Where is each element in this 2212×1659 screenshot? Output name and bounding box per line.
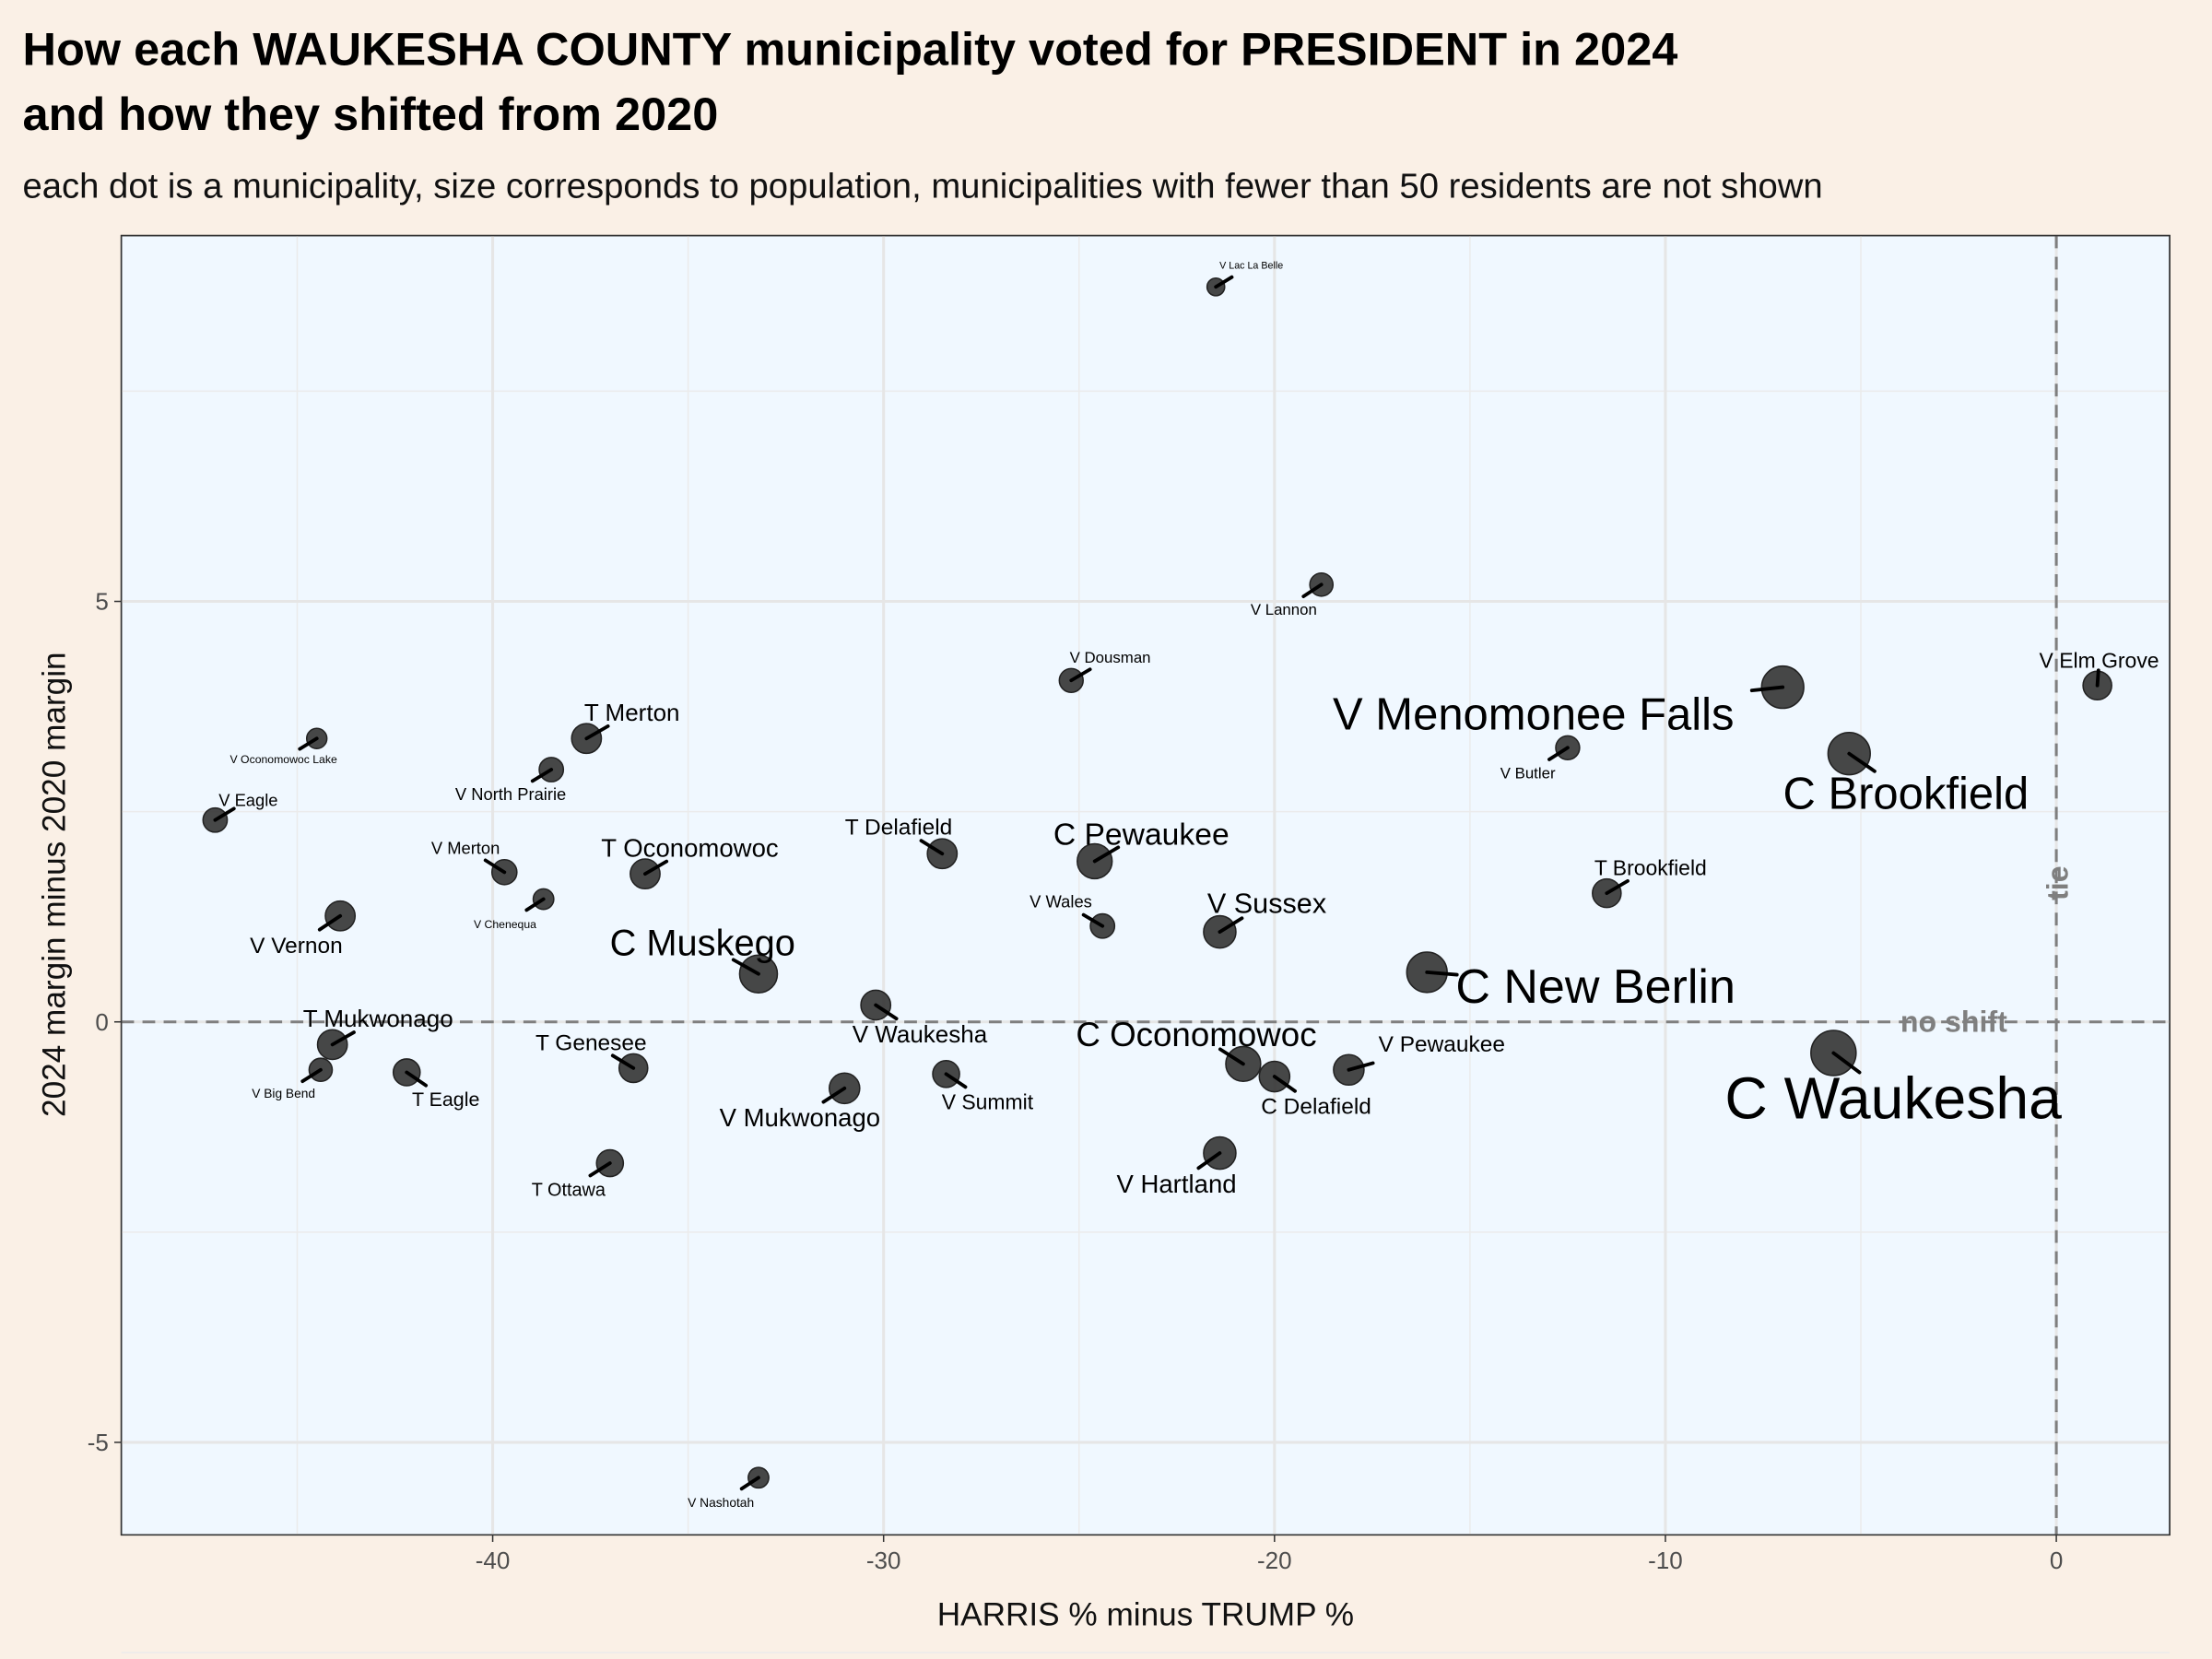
x-tick-label: -40 (476, 1547, 511, 1574)
label-leader-line (1069, 667, 1092, 683)
label-leader-line (1272, 1075, 1297, 1093)
point-label: V Chenequa (474, 918, 536, 931)
label-leader-line (483, 858, 507, 875)
label-leader-line (1218, 916, 1244, 935)
point-label: V Oconomowoc Lake (230, 753, 337, 766)
label-leader-line (944, 1072, 968, 1089)
label-leader-line (919, 839, 945, 856)
label-leader-line (643, 859, 669, 877)
point-label: V Lac La Belle (1219, 261, 1283, 272)
label-leader-line (1218, 1047, 1245, 1066)
x-tick-label: 0 (2050, 1547, 2063, 1574)
y-axis-label: 2024 margin minus 2020 margin (36, 652, 72, 1117)
reference-lines: no shift tie (121, 235, 2171, 1535)
label-leader-line (1749, 685, 1785, 693)
point-label: V Elm Grove (2040, 648, 2159, 672)
label-leader-line (731, 958, 760, 976)
point-label: V Wales (1030, 891, 1092, 911)
plot-border (120, 234, 2171, 1536)
tie-label: tie (2041, 865, 2074, 900)
chart-title-line-1: How each WAUKESHA COUNTY municipality vo… (22, 22, 1677, 75)
label-leader-line (530, 768, 554, 783)
point-label: C Waukesha (1724, 1065, 2062, 1131)
y-tick-label: -5 (88, 1429, 109, 1456)
label-leader-line (1081, 912, 1105, 928)
no-shift-label: no shift (1900, 1005, 2007, 1038)
point-label: C Muskego (610, 923, 795, 963)
label-leader-line (300, 1067, 323, 1084)
label-leader-line (1547, 746, 1570, 761)
point-label: V Pewaukee (1379, 1032, 1505, 1057)
label-leader-line (405, 1070, 429, 1088)
label-leader-line (1605, 878, 1630, 896)
point-label: V Big Bend (252, 1087, 315, 1100)
points (202, 275, 2112, 1491)
x-tick-label: -30 (866, 1547, 901, 1574)
point-label: V Waukesha (853, 1020, 988, 1048)
label-leader-line (1847, 751, 1877, 773)
point-label: T Genesee (535, 1031, 647, 1056)
label-leader-line (213, 806, 236, 822)
point-label: T Eagle (412, 1088, 479, 1111)
label-leader-line (588, 1161, 612, 1178)
point-label: V Dousman (1070, 649, 1151, 666)
point-label: T Mukwonago (303, 1005, 453, 1032)
point-label: T Merton (584, 699, 680, 726)
label-leader-line (610, 1053, 636, 1070)
point-label: V North Prairie (455, 784, 566, 804)
label-leader-line (1831, 1051, 1862, 1075)
label-leader-line (1092, 845, 1121, 864)
point-label: C Delafield (1261, 1095, 1371, 1120)
label-leader-line (821, 1086, 847, 1104)
x-tick-label: -20 (1257, 1547, 1292, 1574)
point-label: C Brookfield (1783, 769, 2029, 818)
label-leader-line (584, 724, 610, 741)
point-label: V Butler (1500, 765, 1556, 782)
point-label: T Delafield (845, 816, 953, 841)
label-leader-line (1196, 1151, 1222, 1171)
label-leader-line (1214, 275, 1234, 289)
axes: -40 -30 -20 -10 0 -5 0 5 (88, 588, 2064, 1574)
label-leader-line (524, 897, 546, 912)
x-tick-label: -10 (1648, 1547, 1683, 1574)
label-leader-line (739, 1476, 760, 1491)
label-leader-line (298, 736, 319, 751)
label-leader-line (874, 1003, 899, 1021)
chart-title-line-2: and how they shifted from 2020 (22, 88, 718, 140)
point-label: V Hartland (1116, 1170, 1236, 1198)
x-axis-label: HARRIS % minus TRUMP % (937, 1596, 1354, 1632)
label-leader-line (330, 1030, 356, 1047)
label-leader-line (1301, 582, 1324, 598)
label-leader-line (1347, 1061, 1375, 1072)
point-label: V Eagle (218, 790, 277, 809)
point-label: C Pewaukee (1053, 818, 1230, 852)
point-labels: V Lac La Belle V Lannon V Dousman V Elm Gro… (218, 261, 2159, 1510)
point-label: V Vernon (250, 934, 343, 959)
point-label: T Brookfield (1594, 855, 1707, 879)
label-leader-line (2095, 668, 2100, 688)
point-label: V Menomonee Falls (1333, 690, 1734, 740)
point-label: T Ottawa (532, 1180, 606, 1200)
point-label: C Oconomowoc (1076, 1016, 1316, 1053)
label-leader-line (1425, 970, 1459, 977)
point-label: T Oconomowoc (601, 834, 779, 863)
point-label: V Mukwonago (720, 1103, 881, 1132)
point-label: V Lannon (1251, 601, 1317, 618)
plot-panel (120, 234, 2171, 1536)
point-label: V Nashotah (688, 1496, 754, 1510)
y-tick-label: 5 (95, 588, 108, 616)
point-label: V Summit (942, 1089, 1034, 1113)
y-tick-label: 0 (95, 1008, 108, 1036)
point-label: V Merton (431, 838, 500, 857)
label-leader-line (317, 913, 343, 932)
point-label: V Sussex (1207, 888, 1326, 919)
point-label: C New Berlin (1455, 960, 1735, 1014)
chart-subtitle: each dot is a municipality, size corresp… (22, 166, 1822, 206)
